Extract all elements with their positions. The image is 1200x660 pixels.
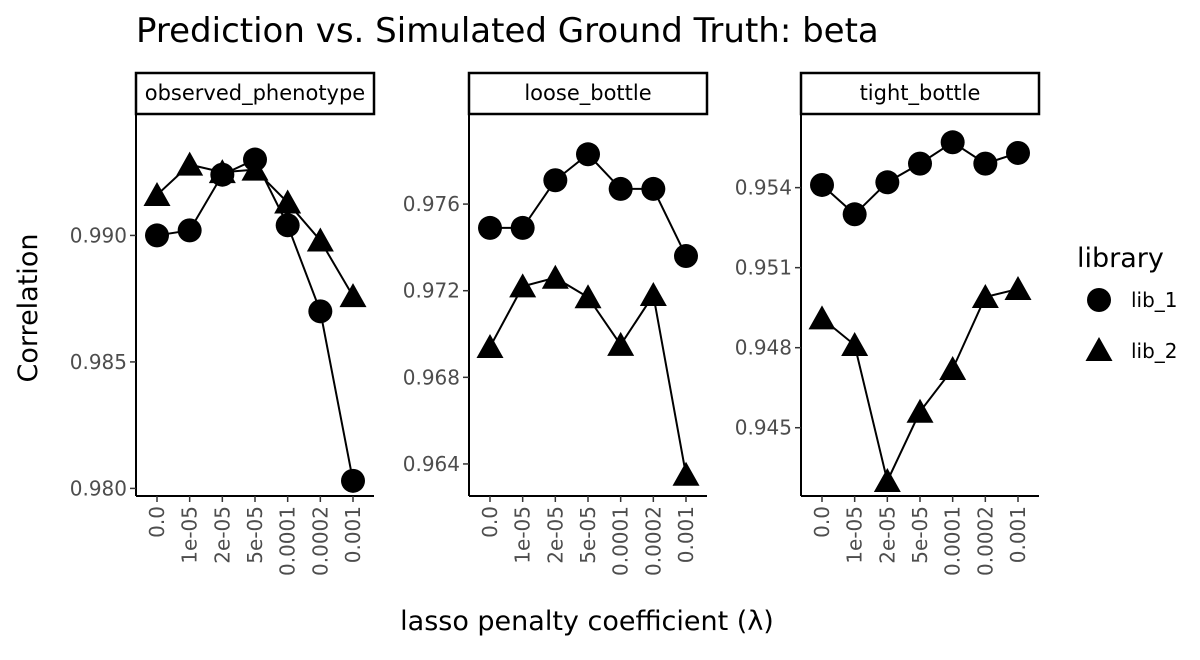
- x-tick-label: 0.001: [341, 506, 365, 563]
- point-lib_1-0.0: [810, 172, 834, 197]
- series-line-lib_2: [821, 288, 1019, 485]
- series-line-lib_1: [490, 152, 687, 257]
- y-tick-label: 0.948: [735, 336, 792, 360]
- x-tick-label: 0.001: [674, 506, 698, 563]
- point-lib_1-1e-05: [510, 215, 535, 240]
- point-lib_1-0.0: [145, 223, 169, 248]
- legend-title: library: [1077, 243, 1164, 274]
- legend-key-lib_1: [1087, 288, 1111, 312]
- point-lib_2-1e-05: [841, 332, 869, 357]
- facet-panels: observed_phenotype 0.980 0.985 0.990 0.0 1e-0…: [70, 71, 1041, 576]
- point-lib_1-2e-05: [875, 170, 900, 195]
- legend-label-lib_2: lib_2: [1131, 339, 1178, 363]
- point-lib_1-0.001: [1006, 140, 1030, 165]
- point-lib_2-5e-05: [906, 398, 934, 423]
- x-tick-label: 1e-05: [511, 506, 535, 564]
- x-tick-label: 0.0001: [941, 506, 965, 576]
- point-lib_2-0.001: [339, 283, 367, 308]
- chart-title: Prediction vs. Simulated Ground Truth: b…: [136, 11, 879, 51]
- x-tick-label: 0.0001: [609, 506, 633, 576]
- point-lib_2-0.0001: [274, 189, 302, 214]
- x-tick-label: 0.001: [1006, 506, 1030, 563]
- point-lib_1-1e-05: [177, 218, 202, 243]
- point-lib_2-0.0001: [939, 356, 967, 381]
- point-lib_1-0.0001: [940, 130, 965, 155]
- x-tick-label: 0.0: [810, 506, 834, 538]
- strip-label-tight_bottle: tight_bottle: [860, 81, 981, 106]
- x-tick-label: 0.0002: [308, 506, 332, 576]
- strip-loose_bottle: [467, 71, 709, 116]
- point-lib_2-5e-05: [241, 156, 269, 181]
- point-lib_2-0.001: [672, 461, 700, 486]
- point-lib_2-0.0002: [639, 282, 667, 307]
- x-tick-label: 1e-05: [843, 506, 867, 564]
- x-tick-label: 5e-05: [243, 506, 267, 564]
- y-tick-label: 0.968: [403, 365, 460, 389]
- legend: library lib_1 lib_2: [1077, 243, 1178, 363]
- y-tick-label: 0.964: [403, 452, 460, 476]
- strip-label-loose_bottle: loose_bottle: [524, 81, 651, 106]
- point-lib_2-0.001: [1004, 275, 1032, 300]
- point-lib_2-0.0: [143, 181, 171, 206]
- point-lib_1-0.001: [341, 468, 365, 493]
- point-lib_1-0.0002: [973, 151, 998, 176]
- panel-observed_phenotype: observed_phenotype 0.980 0.985 0.990 0.0 1e-0…: [70, 71, 376, 576]
- point-lib_2-1e-05: [176, 151, 204, 176]
- x-tick-label: 2e-05: [875, 506, 899, 564]
- point-lib_2-0.0: [808, 305, 836, 330]
- x-tick-label: 5e-05: [908, 506, 932, 564]
- x-tick-label: 5e-05: [576, 506, 600, 564]
- point-lib_2-5e-05: [574, 284, 602, 309]
- point-lib_2-0.0: [476, 334, 504, 359]
- strip-observed_phenotype: [134, 71, 376, 116]
- y-tick-label: 0.976: [403, 192, 460, 216]
- point-lib_1-0.0002: [308, 299, 333, 324]
- point-lib_1-0.001: [674, 244, 698, 269]
- x-tick-label: 0.0001: [276, 506, 300, 576]
- strip-tight_bottle: [799, 71, 1041, 116]
- x-tick-label: 0.0002: [641, 506, 665, 576]
- x-tick-label: 0.0002: [973, 506, 997, 576]
- point-lib_1-0.0002: [641, 176, 666, 201]
- point-lib_2-2e-05: [208, 159, 236, 184]
- strip-label-observed_phenotype: observed_phenotype: [145, 81, 365, 106]
- y-tick-label: 0.951: [735, 256, 792, 280]
- x-tick-label: 2e-05: [210, 506, 234, 564]
- y-tick-label: 0.980: [70, 476, 127, 500]
- point-lib_1-2e-05: [543, 168, 568, 193]
- x-tick-label: 1e-05: [178, 506, 202, 564]
- legend-label-lib_1: lib_1: [1131, 288, 1178, 312]
- point-lib_1-5e-05: [908, 151, 932, 176]
- point-lib_2-2e-05: [873, 468, 901, 493]
- y-tick-label: 0.972: [403, 279, 460, 303]
- point-lib_2-2e-05: [541, 264, 569, 289]
- point-lib_2-1e-05: [509, 273, 537, 298]
- point-lib_2-0.0002: [306, 227, 334, 252]
- point-lib_1-1e-05: [842, 202, 867, 227]
- x-tick-label: 2e-05: [543, 506, 567, 564]
- point-lib_2-0.0001: [607, 331, 635, 356]
- x-tick-label: 0.0: [478, 506, 502, 538]
- x-axis-title: lasso penalty coefficient (λ): [400, 606, 774, 637]
- point-lib_1-0.0001: [275, 213, 300, 238]
- panel-tight_bottle: tight_bottle 0.945 0.948 0.951 0.954 0.0 1e-05…: [735, 71, 1041, 576]
- y-tick-label: 0.990: [70, 223, 127, 247]
- x-tick-label: 0.0: [145, 506, 169, 538]
- y-tick-label: 0.985: [70, 350, 127, 374]
- y-axis-title: Correlation: [13, 234, 44, 383]
- point-lib_1-0.0001: [608, 176, 633, 201]
- y-tick-label: 0.945: [735, 416, 792, 440]
- point-lib_2-0.0002: [971, 283, 999, 308]
- panel-loose_bottle: loose_bottle 0.964 0.968 0.972 0.976 0.0 1e-05…: [403, 71, 709, 576]
- point-lib_1-0.0: [478, 215, 502, 240]
- legend-key-lib_2: [1085, 337, 1113, 361]
- point-lib_1-5e-05: [576, 142, 600, 167]
- y-tick-label: 0.954: [735, 176, 792, 200]
